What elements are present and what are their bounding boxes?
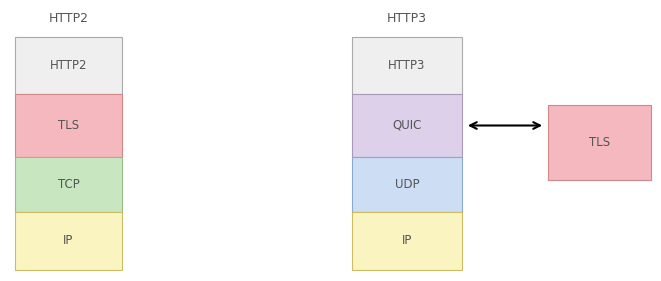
FancyBboxPatch shape bbox=[352, 157, 462, 212]
FancyBboxPatch shape bbox=[352, 37, 462, 94]
FancyBboxPatch shape bbox=[548, 105, 651, 180]
Text: TCP: TCP bbox=[58, 178, 79, 191]
FancyBboxPatch shape bbox=[15, 94, 122, 157]
Text: HTTP2: HTTP2 bbox=[48, 12, 89, 24]
FancyBboxPatch shape bbox=[15, 212, 122, 270]
FancyBboxPatch shape bbox=[352, 212, 462, 270]
Text: HTTP2: HTTP2 bbox=[50, 59, 87, 72]
Text: UDP: UDP bbox=[395, 178, 419, 191]
Text: HTTP3: HTTP3 bbox=[388, 59, 426, 72]
Text: HTTP3: HTTP3 bbox=[387, 12, 427, 24]
FancyBboxPatch shape bbox=[15, 37, 122, 94]
Text: TLS: TLS bbox=[589, 136, 610, 149]
Text: TLS: TLS bbox=[58, 119, 79, 132]
FancyBboxPatch shape bbox=[15, 157, 122, 212]
Text: QUIC: QUIC bbox=[393, 119, 422, 132]
Text: IP: IP bbox=[402, 235, 412, 248]
Text: IP: IP bbox=[63, 235, 73, 248]
FancyBboxPatch shape bbox=[352, 94, 462, 157]
